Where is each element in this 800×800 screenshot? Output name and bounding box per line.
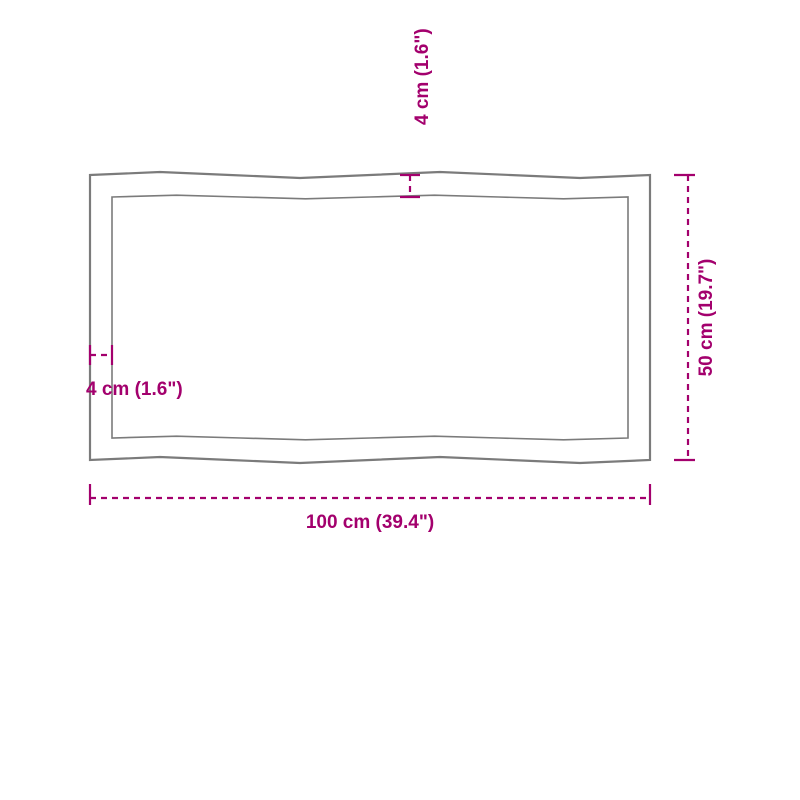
- dimension-height: 50 cm (19.7"): [674, 175, 717, 460]
- product-outline: [90, 172, 650, 463]
- dimension-frame-left-label: 4 cm (1.6"): [86, 379, 183, 400]
- dimension-width-label: 100 cm (39.4"): [306, 512, 434, 533]
- dimension-frame-top-label: 4 cm (1.6"): [412, 28, 433, 125]
- dimension-width: 100 cm (39.4"): [90, 484, 650, 533]
- dimension-height-label: 50 cm (19.7"): [696, 259, 717, 377]
